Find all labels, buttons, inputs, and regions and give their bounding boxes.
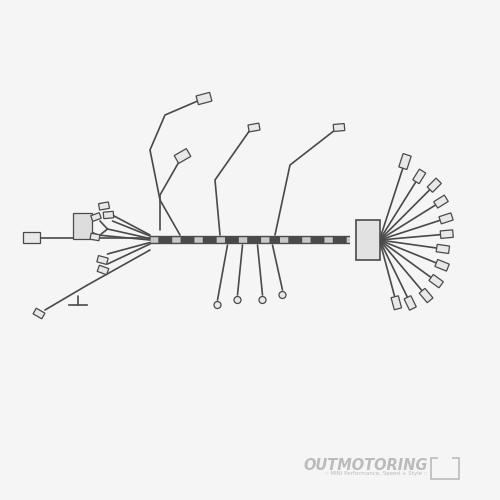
Text: :: MINI Performance, Speed + Style ::: :: MINI Performance, Speed + Style ::	[325, 472, 428, 476]
Bar	[399, 154, 411, 170]
Circle shape	[259, 296, 266, 304]
Circle shape	[279, 292, 286, 298]
Bar	[435, 260, 450, 271]
Bar	[22, 232, 40, 243]
Bar	[103, 212, 114, 218]
Bar	[97, 256, 108, 264]
Bar	[90, 234, 100, 240]
Text: OUTMOTORING: OUTMOTORING	[303, 458, 428, 473]
Circle shape	[234, 296, 241, 304]
Bar	[391, 296, 402, 310]
Bar	[429, 274, 444, 288]
Bar	[436, 244, 450, 254]
Bar	[427, 178, 442, 192]
Bar	[356, 220, 380, 260]
Bar	[97, 265, 109, 275]
Bar	[73, 214, 92, 238]
Bar	[174, 148, 191, 164]
Bar	[196, 92, 212, 104]
Bar	[98, 202, 110, 210]
Bar	[248, 123, 260, 132]
Bar	[439, 213, 453, 224]
Bar	[440, 230, 454, 238]
Bar	[404, 296, 416, 310]
Bar	[413, 169, 426, 184]
Bar	[90, 212, 102, 222]
Bar	[333, 124, 345, 132]
Bar	[33, 308, 45, 319]
Circle shape	[214, 302, 221, 308]
Bar	[438, 457, 452, 461]
Bar	[419, 288, 433, 302]
Bar	[431, 458, 458, 479]
Bar	[434, 195, 448, 208]
